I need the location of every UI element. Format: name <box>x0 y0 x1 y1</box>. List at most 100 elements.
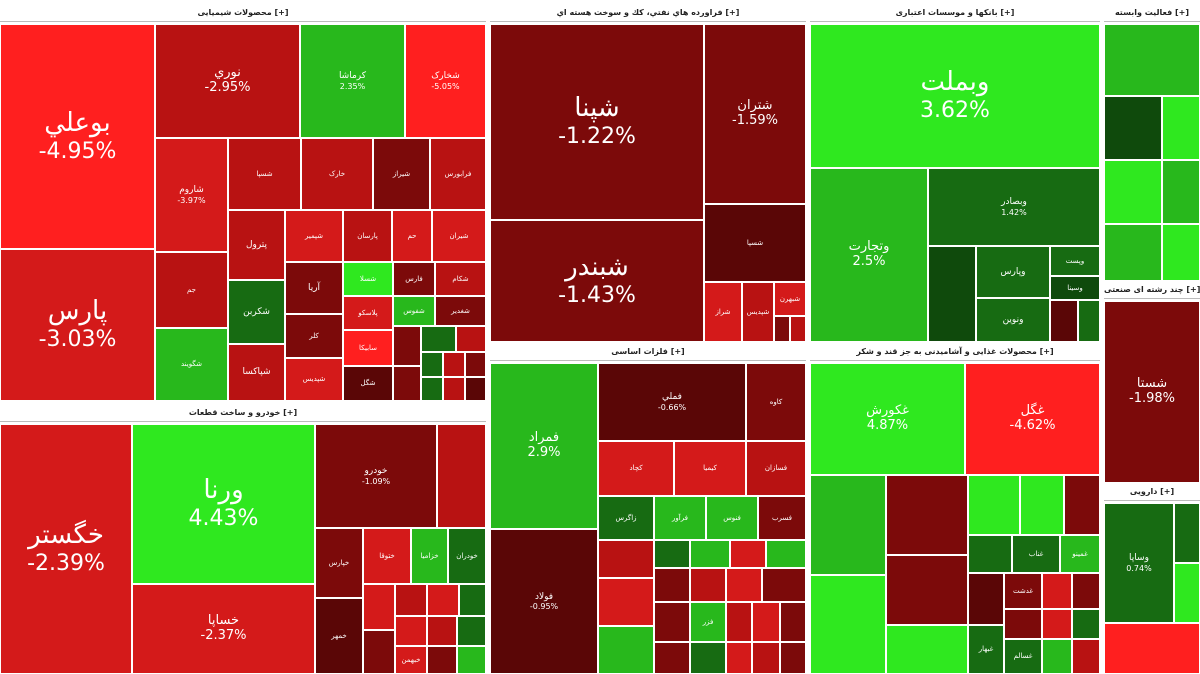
stock-tile[interactable]: كرماشا 2.35% <box>300 24 405 138</box>
stock-tile[interactable]: غناب <box>1012 535 1060 573</box>
stock-tile[interactable] <box>690 642 726 674</box>
stock-tile[interactable] <box>886 625 968 674</box>
stock-tile[interactable]: وبملت 3.62% <box>810 24 1100 168</box>
stock-tile[interactable]: خپارس <box>315 528 363 598</box>
stock-tile[interactable] <box>690 540 730 568</box>
stock-tile[interactable]: جم <box>155 252 228 328</box>
stock-tile[interactable]: فملي -0.66% <box>598 363 746 441</box>
stock-tile[interactable] <box>780 642 806 674</box>
stock-tile[interactable] <box>752 642 780 674</box>
stock-tile[interactable]: شسپا <box>228 138 301 210</box>
sector-header-chemical[interactable]: محصولات شیمیایی [+] <box>0 4 486 22</box>
stock-tile[interactable] <box>1174 563 1200 623</box>
stock-tile[interactable]: شسلا <box>343 262 393 296</box>
stock-tile[interactable]: کچاد <box>598 441 674 496</box>
sector-header-food[interactable]: محصولات غذایی و آشامیدنی به جز قند و شکر… <box>810 343 1100 361</box>
sector-header-banks[interactable]: بانکها و موسسات اعتباری [+] <box>810 4 1100 22</box>
stock-tile[interactable]: شگویند <box>155 328 228 401</box>
stock-tile[interactable]: خبهمن <box>395 646 427 674</box>
stock-tile[interactable] <box>598 540 654 578</box>
stock-tile[interactable] <box>465 352 486 377</box>
stock-tile[interactable] <box>968 475 1020 535</box>
stock-tile[interactable] <box>1042 573 1072 609</box>
stock-tile[interactable]: سابیکا <box>343 330 393 366</box>
stock-tile[interactable]: شفوس <box>393 296 435 326</box>
stock-tile[interactable] <box>1050 300 1078 342</box>
stock-tile[interactable] <box>774 316 790 342</box>
stock-tile[interactable] <box>1072 573 1100 609</box>
stock-tile[interactable] <box>968 535 1012 573</box>
stock-tile[interactable] <box>598 578 654 626</box>
stock-tile[interactable]: فزر <box>690 602 726 642</box>
stock-tile[interactable] <box>456 326 486 352</box>
stock-tile[interactable] <box>780 602 806 642</box>
stock-tile[interactable]: وپست <box>1050 246 1100 276</box>
stock-tile[interactable] <box>427 616 457 646</box>
stock-tile[interactable]: شبهرن <box>774 282 806 316</box>
stock-tile[interactable] <box>730 540 766 568</box>
stock-tile[interactable] <box>393 366 421 401</box>
stock-tile[interactable] <box>1104 96 1162 160</box>
stock-tile[interactable]: خمهر <box>315 598 363 674</box>
stock-tile[interactable]: فنوس <box>706 496 758 540</box>
stock-tile[interactable]: بوعلي -4.95% <box>0 24 155 249</box>
stock-tile[interactable]: خارک <box>301 138 373 210</box>
stock-tile[interactable]: شیراز <box>373 138 430 210</box>
stock-tile[interactable]: فرابورس <box>430 138 486 210</box>
stock-tile[interactable] <box>1042 639 1072 674</box>
sector-header-related[interactable]: فعالیت وابسته [+] <box>1104 4 1200 22</box>
stock-tile[interactable]: فولاد -0.95% <box>490 529 598 674</box>
stock-tile[interactable] <box>1104 160 1162 224</box>
stock-tile[interactable] <box>726 568 762 602</box>
stock-tile[interactable] <box>654 568 690 602</box>
stock-tile[interactable] <box>886 555 968 625</box>
stock-tile[interactable]: فسرب <box>758 496 806 540</box>
stock-tile[interactable] <box>443 377 465 401</box>
stock-tile[interactable] <box>437 424 486 528</box>
stock-tile[interactable]: پترول <box>228 210 285 280</box>
stock-tile[interactable]: شغدیر <box>435 296 486 326</box>
stock-tile[interactable]: نوري -2.95% <box>155 24 300 138</box>
stock-tile[interactable]: خزامیا <box>411 528 448 584</box>
stock-tile[interactable] <box>928 246 976 342</box>
stock-tile[interactable] <box>752 602 780 642</box>
sector-header-metals[interactable]: فلزات اساسی [+] <box>490 343 806 361</box>
stock-tile[interactable]: کیمیا <box>674 441 746 496</box>
stock-tile[interactable]: شپنا -1.22% <box>490 24 704 220</box>
stock-tile[interactable] <box>459 584 486 616</box>
stock-tile[interactable] <box>1042 609 1072 639</box>
stock-tile[interactable]: غمینو <box>1060 535 1100 573</box>
stock-tile[interactable]: غبهار <box>968 625 1004 674</box>
stock-tile[interactable]: خودرو -1.09% <box>315 424 437 528</box>
stock-tile[interactable]: آریا <box>285 262 343 314</box>
stock-tile[interactable]: شراز <box>704 282 742 342</box>
stock-tile[interactable]: خساپا -2.37% <box>132 584 315 674</box>
stock-tile[interactable]: ونوین <box>976 298 1050 342</box>
stock-tile[interactable] <box>1162 160 1200 224</box>
stock-tile[interactable]: کلر <box>285 314 343 358</box>
stock-tile[interactable]: شسپا <box>704 204 806 282</box>
stock-tile[interactable] <box>1004 609 1042 639</box>
sector-header-pharma[interactable]: دارویی [+] <box>1104 483 1200 501</box>
stock-tile[interactable]: شستا -1.98% <box>1104 301 1200 483</box>
stock-tile[interactable] <box>726 602 752 642</box>
stock-tile[interactable] <box>427 646 457 674</box>
stock-tile[interactable]: پلاسکو <box>343 296 393 330</box>
stock-tile[interactable]: شخارک -5.05% <box>405 24 486 138</box>
stock-tile[interactable]: شپدیس <box>742 282 774 342</box>
stock-tile[interactable] <box>810 475 886 575</box>
stock-tile[interactable] <box>1174 503 1200 563</box>
stock-tile[interactable]: شبندر -1.43% <box>490 220 704 342</box>
stock-tile[interactable]: غگل -4.62% <box>965 363 1100 475</box>
stock-tile[interactable] <box>1072 639 1100 674</box>
stock-tile[interactable]: پارسان <box>343 210 392 262</box>
stock-tile[interactable]: پارس -3.03% <box>0 249 155 401</box>
stock-tile[interactable]: فارس <box>393 262 435 296</box>
stock-tile[interactable] <box>421 326 456 352</box>
stock-tile[interactable] <box>1162 224 1200 281</box>
stock-tile[interactable]: شکام <box>435 262 486 296</box>
stock-tile[interactable] <box>968 573 1004 625</box>
stock-tile[interactable] <box>421 352 443 377</box>
stock-tile[interactable] <box>1104 623 1200 674</box>
stock-tile[interactable]: فسازان <box>746 441 806 496</box>
